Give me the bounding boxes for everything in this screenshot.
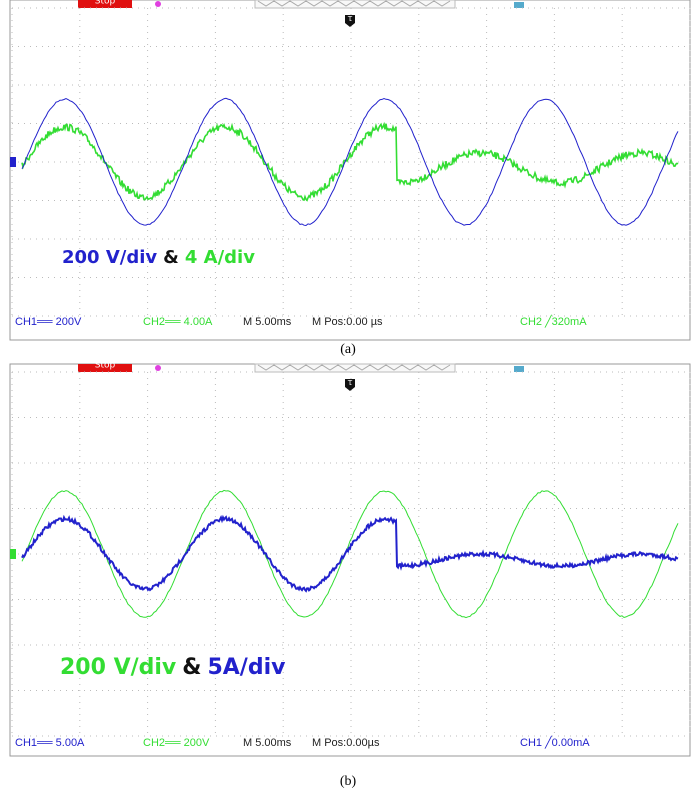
caption: (a) <box>340 342 356 357</box>
status-ch2: CH2══ 4.00A <box>143 316 213 328</box>
stop-label: Stop <box>95 0 116 7</box>
trigger-label: T <box>347 15 353 23</box>
figure: StopT200 V/div&4 A/divCH1══ 200VCH2══ 4.… <box>0 0 697 792</box>
status-ch1: CH1══ 5.00A <box>15 737 85 749</box>
ch-marker <box>10 157 16 167</box>
status-trigger-level: CH2 ╱320mA <box>520 314 587 328</box>
annotation-joiner: & <box>182 655 201 680</box>
annotation-current: 5A/div <box>207 655 286 680</box>
pink-mark <box>155 1 161 7</box>
annotation-voltage: 200 V/div <box>62 247 157 268</box>
status-timebase: M 5.00ms <box>243 316 292 328</box>
scope-panel: Stop T 200 V/div&4 A/div CH1══ 200V CH2══ 4.… <box>10 0 690 357</box>
status-position: M Pos:0.00µs <box>312 737 380 749</box>
annotation-voltage: 200 V/div <box>60 655 177 680</box>
annotation-joiner: & <box>163 247 179 268</box>
status-position: M Pos:0.00 µs <box>312 316 383 328</box>
pink-mark <box>155 365 161 371</box>
ch-marker <box>10 549 16 559</box>
status-ch1: CH1══ 200V <box>15 316 82 328</box>
caption: (b) <box>340 774 357 789</box>
status-timebase: M 5.00ms <box>243 737 292 749</box>
icon <box>514 366 524 372</box>
status-ch2: CH2══ 200V <box>143 737 210 749</box>
annotation: 200 V/div&5A/div <box>60 655 286 680</box>
page: {"panels": [ {"stop": "Stop", "trigger":… <box>0 0 697 792</box>
status-trigger-level: CH1 ╱0.00mA <box>520 735 590 749</box>
icon <box>514 2 524 8</box>
annotation-current: 4 A/div <box>185 247 255 268</box>
stop-label: Stop <box>95 361 116 371</box>
scope-panel: Stop T 200 V/div&5A/div CH1══ 5.00A CH2══ 20… <box>10 361 690 790</box>
trigger-label: T <box>347 379 353 387</box>
